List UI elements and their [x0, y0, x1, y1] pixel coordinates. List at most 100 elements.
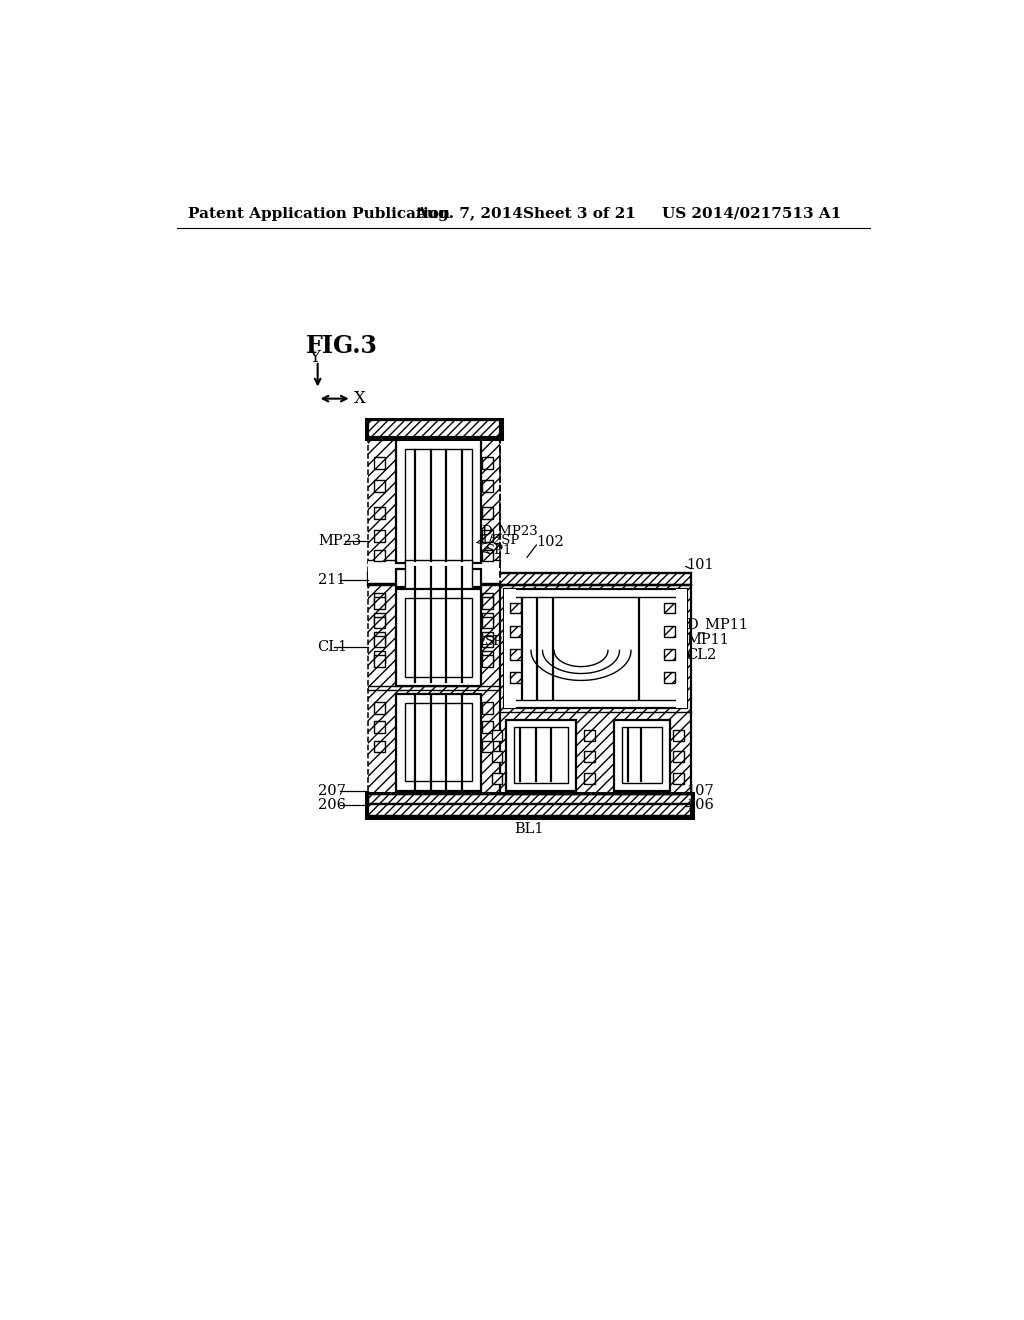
Bar: [665, 603, 675, 614]
Text: 211: 211: [318, 573, 346, 586]
Text: 102: 102: [537, 535, 564, 549]
Bar: [514, 727, 568, 783]
Bar: [368, 420, 500, 437]
Bar: [481, 741, 494, 752]
Bar: [406, 449, 472, 562]
Text: D_MP23: D_MP23: [481, 524, 538, 537]
Bar: [492, 751, 503, 762]
Bar: [674, 774, 684, 784]
Bar: [406, 598, 472, 677]
Bar: [510, 603, 521, 614]
Bar: [368, 804, 691, 816]
Text: CL2: CL2: [686, 648, 717, 663]
Bar: [374, 457, 385, 469]
Bar: [614, 719, 670, 791]
Bar: [481, 594, 494, 605]
Bar: [506, 719, 575, 791]
Bar: [374, 549, 385, 561]
Bar: [584, 751, 595, 762]
Bar: [368, 585, 500, 795]
Bar: [367, 793, 692, 817]
Bar: [368, 573, 691, 585]
Text: MP23: MP23: [318, 535, 361, 548]
Bar: [374, 616, 385, 628]
Bar: [481, 507, 494, 519]
Bar: [368, 560, 500, 583]
Bar: [396, 693, 481, 791]
Text: BL1: BL1: [515, 822, 544, 836]
Text: D_MP11: D_MP11: [686, 618, 749, 632]
Bar: [374, 597, 385, 609]
Bar: [481, 616, 494, 628]
Bar: [512, 597, 680, 701]
Bar: [367, 418, 502, 438]
Bar: [676, 589, 687, 708]
Text: 101: 101: [686, 558, 714, 572]
Bar: [374, 655, 385, 667]
Bar: [396, 589, 481, 686]
Text: 107: 107: [686, 784, 715, 799]
Text: X: X: [354, 391, 366, 407]
Bar: [374, 721, 385, 733]
Bar: [481, 457, 494, 469]
Bar: [622, 727, 662, 783]
Bar: [374, 507, 385, 519]
Bar: [374, 632, 385, 644]
Bar: [374, 531, 385, 541]
Bar: [481, 531, 494, 541]
Bar: [374, 480, 385, 492]
Text: 1/2SP: 1/2SP: [481, 533, 520, 546]
Bar: [510, 649, 521, 660]
Bar: [396, 440, 481, 562]
Bar: [368, 437, 500, 573]
Bar: [510, 672, 521, 682]
Bar: [504, 589, 687, 708]
Bar: [481, 612, 494, 624]
Text: Patent Application Publication: Patent Application Publication: [188, 207, 451, 220]
Text: MP11: MP11: [686, 632, 729, 647]
Bar: [374, 702, 385, 714]
Bar: [504, 589, 515, 708]
Bar: [665, 626, 675, 636]
Bar: [481, 632, 494, 644]
Bar: [674, 730, 684, 741]
Text: SP1: SP1: [486, 544, 513, 557]
Bar: [674, 751, 684, 762]
Text: Aug. 7, 2014: Aug. 7, 2014: [416, 207, 523, 220]
Bar: [510, 626, 521, 636]
Bar: [406, 702, 472, 781]
Bar: [374, 594, 385, 605]
Bar: [665, 649, 675, 660]
Bar: [481, 721, 494, 733]
Bar: [481, 702, 494, 714]
Bar: [374, 741, 385, 752]
Bar: [492, 730, 503, 741]
Text: 106: 106: [686, 799, 715, 812]
Bar: [374, 651, 385, 663]
Bar: [584, 730, 595, 741]
Bar: [406, 560, 472, 597]
Bar: [374, 612, 385, 624]
Bar: [481, 549, 494, 561]
Bar: [481, 651, 494, 663]
Text: US 2014/0217513 A1: US 2014/0217513 A1: [662, 207, 842, 220]
Bar: [396, 569, 481, 587]
Bar: [500, 585, 691, 795]
Bar: [584, 774, 595, 784]
Text: CL1: CL1: [316, 640, 347, 655]
Bar: [374, 636, 385, 647]
Bar: [481, 636, 494, 647]
Bar: [368, 795, 691, 804]
Bar: [492, 774, 503, 784]
Text: Y: Y: [309, 348, 321, 366]
Text: 207: 207: [318, 784, 346, 799]
Bar: [665, 672, 675, 682]
Bar: [481, 597, 494, 609]
Text: 206: 206: [318, 799, 346, 812]
Bar: [481, 655, 494, 667]
Text: SP: SP: [484, 635, 503, 648]
Bar: [481, 480, 494, 492]
Bar: [500, 585, 691, 795]
Text: FIG.3: FIG.3: [306, 334, 378, 358]
Text: Sheet 3 of 21: Sheet 3 of 21: [523, 207, 636, 220]
